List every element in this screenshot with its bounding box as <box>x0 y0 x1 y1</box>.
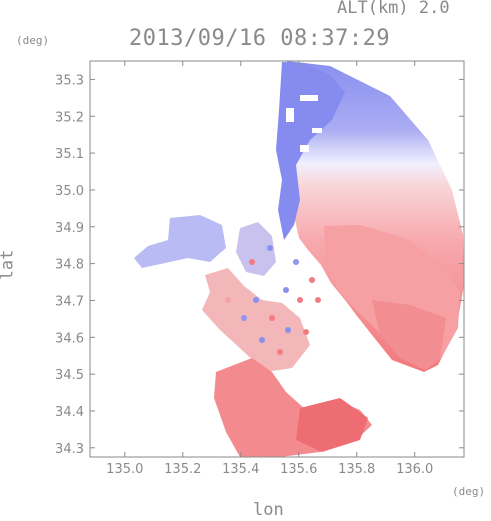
echo-speckle <box>241 315 247 321</box>
x-axis-unit: (deg) <box>452 485 486 498</box>
x-tick-label: 135.0 <box>106 462 143 477</box>
y-tick-label: 35.3 <box>55 73 84 88</box>
y-tick-label: 35.0 <box>55 184 84 199</box>
echo-speckle <box>267 245 273 251</box>
echo-speckle <box>297 297 303 303</box>
x-tick-label: 135.2 <box>164 462 201 477</box>
echo-speckle <box>253 297 259 303</box>
y-tick-label: 34.7 <box>55 294 84 309</box>
x-tick-label: 135.8 <box>338 462 375 477</box>
y-tick-label: 34.9 <box>55 221 84 236</box>
y-axis-unit: (deg) <box>16 34 50 47</box>
x-tick-label: 135.4 <box>222 462 259 477</box>
echo-west-cluster <box>134 215 226 268</box>
y-axis-ticks: 34.3 34.4 34.5 34.6 34.7 34.8 34.9 35.0 35.1 35.2… <box>55 73 464 457</box>
y-tick-label: 34.5 <box>55 368 84 383</box>
echo-speckle <box>293 259 299 265</box>
echo-center-ring <box>236 222 276 276</box>
echo-speckle <box>285 327 291 333</box>
echo-speckle <box>309 277 315 283</box>
echo-speckle <box>303 329 309 335</box>
y-tick-label: 34.3 <box>55 442 84 457</box>
echo-gap <box>300 95 318 101</box>
x-tick-label: 136.0 <box>396 462 433 477</box>
echo-central-mixed <box>202 268 310 372</box>
x-tick-label: 135.6 <box>280 462 317 477</box>
plot-frame <box>89 60 465 458</box>
echo-speckle <box>249 259 255 265</box>
echo-receding-far-east <box>372 300 446 370</box>
echo-gap <box>300 145 309 152</box>
echo-speckle <box>335 247 341 253</box>
y-tick-label: 34.4 <box>55 405 84 420</box>
y-tick-label: 35.1 <box>55 147 84 162</box>
y-tick-label: 34.8 <box>55 258 84 273</box>
echo-speckle <box>283 287 289 293</box>
altitude-label: ALT(km) 2.0 <box>337 0 450 18</box>
chart-title-timestamp: 2013/09/16 08:37:29 <box>129 26 391 51</box>
echo-speckle <box>269 315 275 321</box>
x-axis-label: lon <box>253 500 284 520</box>
echo-southern-core <box>296 398 368 452</box>
echo-approaching-north <box>276 62 345 240</box>
radar-echo-field <box>134 61 464 457</box>
echo-gap <box>312 128 322 133</box>
x-axis-ticks: 135.0 135.2 135.4 135.6 135.8 136.0 <box>106 61 433 477</box>
echo-speckle <box>277 349 283 355</box>
echo-speckle <box>259 337 265 343</box>
y-tick-label: 34.6 <box>55 331 84 346</box>
y-tick-label: 35.2 <box>55 110 84 125</box>
echo-speckle <box>225 297 231 303</box>
echo-speckle <box>315 297 321 303</box>
echo-gap <box>286 108 294 122</box>
